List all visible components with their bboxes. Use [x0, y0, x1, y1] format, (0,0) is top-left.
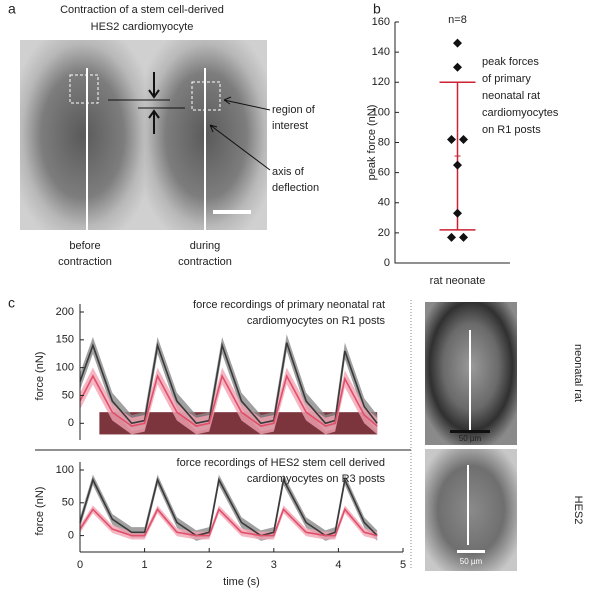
chart-title: n=8: [448, 14, 467, 26]
annotation: deflection: [272, 182, 319, 194]
data-point: [459, 232, 468, 242]
data-point: [459, 134, 468, 144]
y-tick-label: 50: [62, 389, 74, 401]
roi-box: [69, 74, 99, 104]
scale-bar: [213, 210, 251, 214]
series-band: [80, 334, 378, 432]
annotation: peak forces: [482, 56, 539, 68]
annotation: interest: [272, 120, 308, 132]
data-point: [453, 38, 462, 48]
scale-label: 50 µm: [460, 557, 483, 566]
scale-bar: [450, 430, 490, 433]
x-tick-label: 5: [400, 559, 406, 571]
y-tick-label: 100: [56, 362, 74, 374]
data-point: [453, 160, 462, 170]
caption: contraction: [178, 256, 232, 268]
data-point: [453, 208, 462, 218]
series-line: [79, 477, 378, 537]
y-axis-label: force (nN): [34, 487, 46, 536]
y-tick-label: 120: [372, 76, 390, 88]
y-tick-label: 60: [378, 167, 390, 179]
series-band: [80, 505, 378, 540]
pointer: [223, 96, 271, 111]
y-tick-label: 0: [68, 530, 74, 542]
data-point: [447, 232, 456, 242]
x-tick-label: 3: [271, 559, 277, 571]
annotation: on R1 posts: [482, 124, 541, 136]
caption: contraction: [58, 256, 112, 268]
series-line: [79, 342, 378, 425]
y-axis-label: peak force (nN): [366, 105, 378, 181]
scale-bar: [457, 550, 485, 553]
y-tick-label: 40: [378, 197, 390, 209]
data-point: [447, 134, 456, 144]
y-tick-label: 160: [372, 16, 390, 28]
y-tick-label: 140: [372, 46, 390, 58]
roi-box: [191, 81, 221, 111]
pointer: [209, 124, 271, 171]
annotation: of primary: [482, 73, 531, 85]
y-tick-label: 80: [378, 136, 390, 148]
series-band: [80, 367, 378, 435]
annotation: axis of: [272, 166, 305, 178]
series-line: [79, 373, 378, 427]
panel-title: HES2 cardiomyocyte: [91, 21, 194, 33]
image-label: HES2: [572, 496, 584, 525]
y-tick-label: 100: [56, 464, 74, 476]
x-tick-label: 4: [335, 559, 341, 571]
x-tick-label: rat neonate: [430, 275, 486, 287]
data-point: [453, 62, 462, 72]
panel-letter: b: [373, 1, 381, 17]
chart-title: cardiomyocytes on R1 posts: [247, 315, 386, 327]
y-tick-label: 50: [62, 497, 74, 509]
y-axis-label: force (nN): [34, 352, 46, 401]
y-tick-label: 0: [68, 417, 74, 429]
y-tick-label: 0: [384, 257, 390, 269]
y-tick-label: 100: [372, 106, 390, 118]
chart-title: force recordings of primary neonatal rat: [193, 299, 385, 311]
series-line: [79, 507, 378, 537]
y-tick-label: 20: [378, 227, 390, 239]
x-tick-label: 0: [77, 559, 83, 571]
chart-title: cardiomyocytes on R3 posts: [247, 473, 386, 485]
annotation: neonatal rat: [482, 90, 540, 102]
x-axis-label: time (s): [223, 576, 260, 588]
chart-title: force recordings of HES2 stem cell deriv…: [177, 457, 385, 469]
y-tick-label: 150: [56, 334, 74, 346]
annotation: region of: [272, 104, 316, 116]
panel-title: Contraction of a stem cell-derived: [60, 4, 224, 16]
annotation: cardiomyocytes: [482, 107, 559, 119]
x-tick-label: 2: [206, 559, 212, 571]
y-tick-label: 200: [56, 306, 74, 318]
caption: during: [190, 240, 221, 252]
scale-label: 50 µm: [459, 434, 482, 443]
arrows: [148, 72, 160, 134]
panel-letter: a: [8, 1, 16, 17]
caption: before: [69, 240, 100, 252]
image-label: neonatal rat: [572, 344, 584, 402]
micrograph: [20, 40, 145, 230]
panel-letter: c: [8, 295, 15, 311]
x-tick-label: 1: [142, 559, 148, 571]
